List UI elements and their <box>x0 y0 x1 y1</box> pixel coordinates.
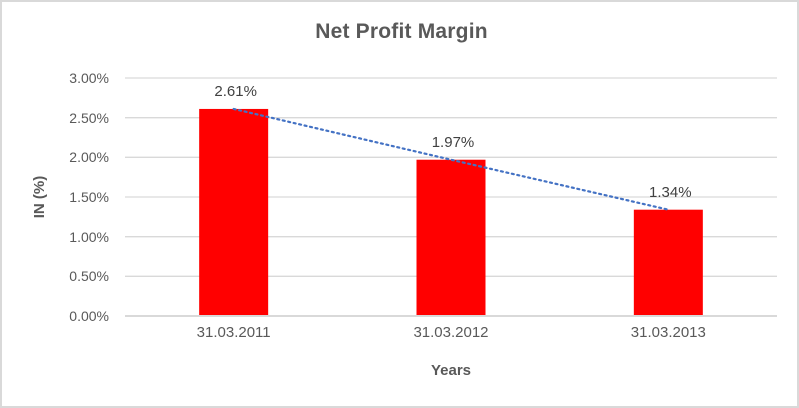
y-tick-label: 1.00% <box>69 228 109 245</box>
y-tick-label: 0.50% <box>69 268 109 285</box>
data-label: 1.97% <box>431 133 475 151</box>
y-tick-label: 0.00% <box>69 308 109 324</box>
bar-31.03.2011 <box>199 108 269 316</box>
y-tick-label: 1.50% <box>69 189 109 205</box>
bar-31.03.2013 <box>633 209 703 316</box>
trendline <box>232 107 670 211</box>
x-tick-label: 31.03.2012 <box>413 324 489 341</box>
x-axis-title: Years <box>430 362 472 379</box>
y-tick-label: 2.50% <box>69 109 109 126</box>
y-tick-label: 2.00% <box>69 149 109 166</box>
data-label: 1.34% <box>649 183 692 201</box>
y-tick-label: 3.00% <box>69 70 109 86</box>
data-label: 2.61% <box>214 82 257 100</box>
bar-31.03.2012 <box>416 159 486 316</box>
x-tick-label: 31.03.2013 <box>630 324 706 341</box>
x-tick-label: 31.03.2011 <box>196 324 271 341</box>
chart-title: Net Profit Margin <box>315 20 488 43</box>
